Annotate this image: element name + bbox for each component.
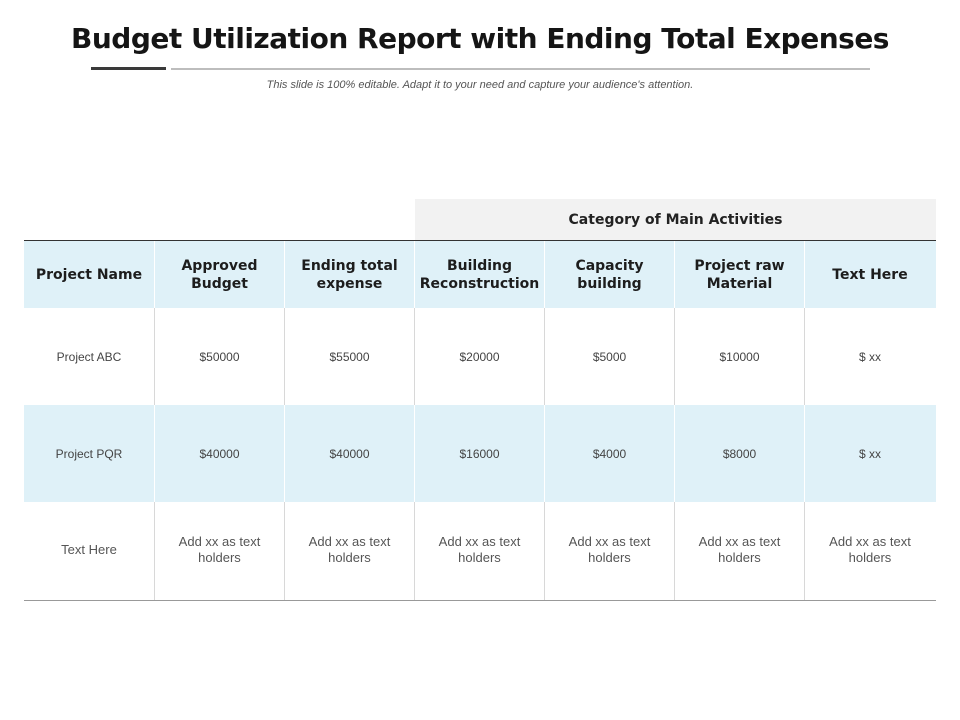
table-cell: $8000 <box>675 405 805 502</box>
table-cell: Project PQR <box>24 405 155 502</box>
table-cell: $55000 <box>285 308 415 405</box>
table-cell: $4000 <box>545 405 675 502</box>
group-header-divider <box>24 240 415 241</box>
group-header-row: Category of Main Activities <box>24 199 936 241</box>
header-building-reconstruction: Building Reconstruction <box>415 241 545 308</box>
title-underline-accent <box>91 67 166 70</box>
table-row: Text Here Add xx as text holders Add xx … <box>24 502 936 601</box>
table-cell: $ xx <box>858 446 881 461</box>
table-cell: Project ABC <box>24 308 155 405</box>
header-text-here: Text Here <box>832 266 908 283</box>
table-cell: Add xx as text holders <box>545 502 675 600</box>
table-cell: $40000 <box>155 405 285 502</box>
table-cell: Add xx as text holders <box>675 502 805 600</box>
header-ending-total-expense: Ending total expense <box>285 241 415 308</box>
table-row: Project PQR $40000 $40000 $16000 $4000 $… <box>24 405 936 502</box>
table-cell: $16000 <box>415 405 545 502</box>
slide-subtitle: This slide is 100% editable. Adapt it to… <box>266 79 694 91</box>
slide-title: Budget Utilization Report with Ending To… <box>71 22 889 55</box>
table-cell: Add xx as text holders <box>285 502 415 600</box>
header-capacity-building: Capacity building <box>545 241 675 308</box>
table-cell: $10000 <box>675 308 805 405</box>
table-cell: Add xx as text holders <box>155 502 285 600</box>
table-cell: Text Here <box>24 502 155 600</box>
header-project-name: Project Name <box>24 241 155 308</box>
table-cell: Add xx as text holders <box>829 534 911 565</box>
table-header-row: Project Name Approved Budget Ending tota… <box>24 241 936 308</box>
table-cell: Add xx as text holders <box>415 502 545 600</box>
table-cell: $50000 <box>155 308 285 405</box>
table-cell: $40000 <box>285 405 415 502</box>
table-row: Project ABC $50000 $55000 $20000 $5000 $… <box>24 308 936 405</box>
budget-table: Category of Main Activities Project Name… <box>24 199 936 601</box>
table-cell: $5000 <box>545 308 675 405</box>
category-group-header: Category of Main Activities <box>415 199 936 241</box>
header-project-raw-material: Project raw Material <box>675 241 805 308</box>
title-underline <box>171 68 870 70</box>
table-cell: $ xx <box>858 349 881 364</box>
header-approved-budget: Approved Budget <box>155 241 285 308</box>
table-cell: $20000 <box>415 308 545 405</box>
